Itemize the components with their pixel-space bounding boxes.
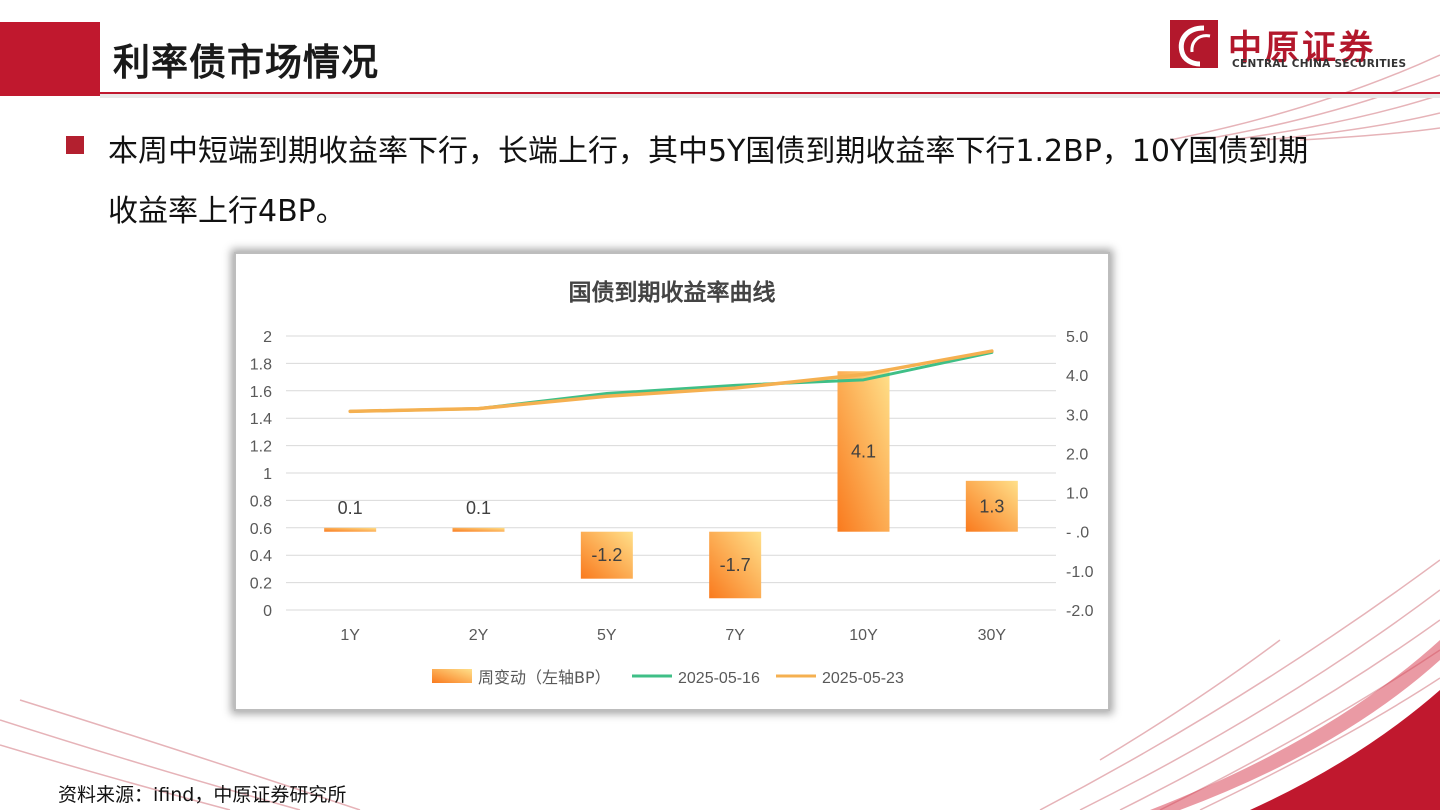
- bar-weekly-change: [580, 531, 633, 579]
- bar-data-label: 4.1: [851, 441, 876, 461]
- bar-data-label: 0.1: [338, 498, 363, 518]
- left-axis-tick: 0.8: [250, 493, 272, 510]
- right-axis-tick: -2.0: [1066, 603, 1094, 620]
- left-axis-tick: 0: [263, 603, 272, 620]
- bar-weekly-change: [965, 480, 1018, 532]
- bar-weekly-change: [452, 527, 505, 532]
- left-axis-tick: 0.2: [250, 576, 272, 593]
- company-logo-english: CENTRAL CHINA SECURITIES: [1232, 58, 1407, 70]
- bar-data-label: 1.3: [979, 496, 1004, 516]
- legend-label: 2025-05-16: [678, 670, 760, 687]
- header-divider-shadow: [100, 94, 1440, 98]
- left-axis-tick: 1.6: [250, 384, 272, 401]
- right-axis-tick: 3.0: [1066, 407, 1088, 424]
- right-axis-tick: - .0: [1066, 525, 1089, 542]
- header-divider: [100, 92, 1440, 94]
- yield-curve-chart: 国债到期收益率曲线 0 0.2 0.4 0.6 0.8 1 1.2 1.4 1.6 1.8 2 -2.0…: [250, 279, 1094, 687]
- series-line-2025-05-16: [348, 350, 994, 413]
- x-axis-tick: 7Y: [725, 627, 745, 644]
- company-logo-chinese: 中原证券: [1228, 28, 1376, 68]
- x-axis-tick: 10Y: [849, 627, 878, 644]
- right-axis-tick: 4.0: [1066, 368, 1088, 385]
- chart-container: 国债到期收益率曲线 0 0.2 0.4 0.6 0.8 1 1.2 1.4 1.6 1.8 2 -2.0…: [234, 252, 1110, 711]
- left-axis-tick: 0.4: [250, 548, 272, 565]
- x-axis-tick: 5Y: [597, 627, 617, 644]
- right-axis-tick: 2.0: [1066, 446, 1088, 463]
- x-axis-tick: 30Y: [978, 627, 1007, 644]
- series-line-2025-05-23: [348, 349, 994, 414]
- left-axis-tick: 0.6: [250, 521, 272, 538]
- page-title: 利率债市场情况: [113, 41, 379, 84]
- chart-title: 国债到期收益率曲线: [569, 279, 776, 306]
- left-axis-tick: 1.8: [250, 356, 272, 373]
- left-axis-tick: 1: [263, 466, 272, 483]
- left-axis-tick: 1.4: [250, 411, 272, 428]
- legend-label: 周变动（左轴BP）: [478, 668, 611, 687]
- legend-label: 2025-05-23: [822, 670, 904, 687]
- company-logo-icon: [1170, 20, 1218, 68]
- right-axis-tick: 5.0: [1066, 329, 1088, 346]
- bar-weekly-change: [837, 371, 890, 532]
- x-axis-tick: 1Y: [340, 627, 360, 644]
- x-axis-tick: 2Y: [469, 627, 489, 644]
- bar-weekly-change: [709, 531, 762, 599]
- header-accent-bar: [0, 22, 100, 96]
- bar-data-label: -1.7: [720, 555, 751, 575]
- bullet-square-icon: [66, 136, 84, 154]
- company-logo: 中原证券 CENTRAL CHINA SECURITIES: [1170, 20, 1410, 72]
- bar-data-label: -1.2: [591, 545, 622, 565]
- right-axis-tick: -1.0: [1066, 564, 1094, 581]
- source-note: 资料来源：ifind，中原证券研究所: [58, 784, 347, 806]
- left-axis-tick: 1.2: [250, 439, 272, 456]
- bar-data-label: 0.1: [466, 498, 491, 518]
- right-axis-tick: 1.0: [1066, 486, 1088, 503]
- left-axis-tick: 2: [263, 329, 272, 346]
- bar-weekly-change: [324, 527, 377, 532]
- legend-swatch-bar: [432, 669, 472, 683]
- bullet-text: 本周中短端到期收益率下行，长端上行，其中5Y国债到期收益率下行1.2BP，10Y…: [108, 134, 1309, 229]
